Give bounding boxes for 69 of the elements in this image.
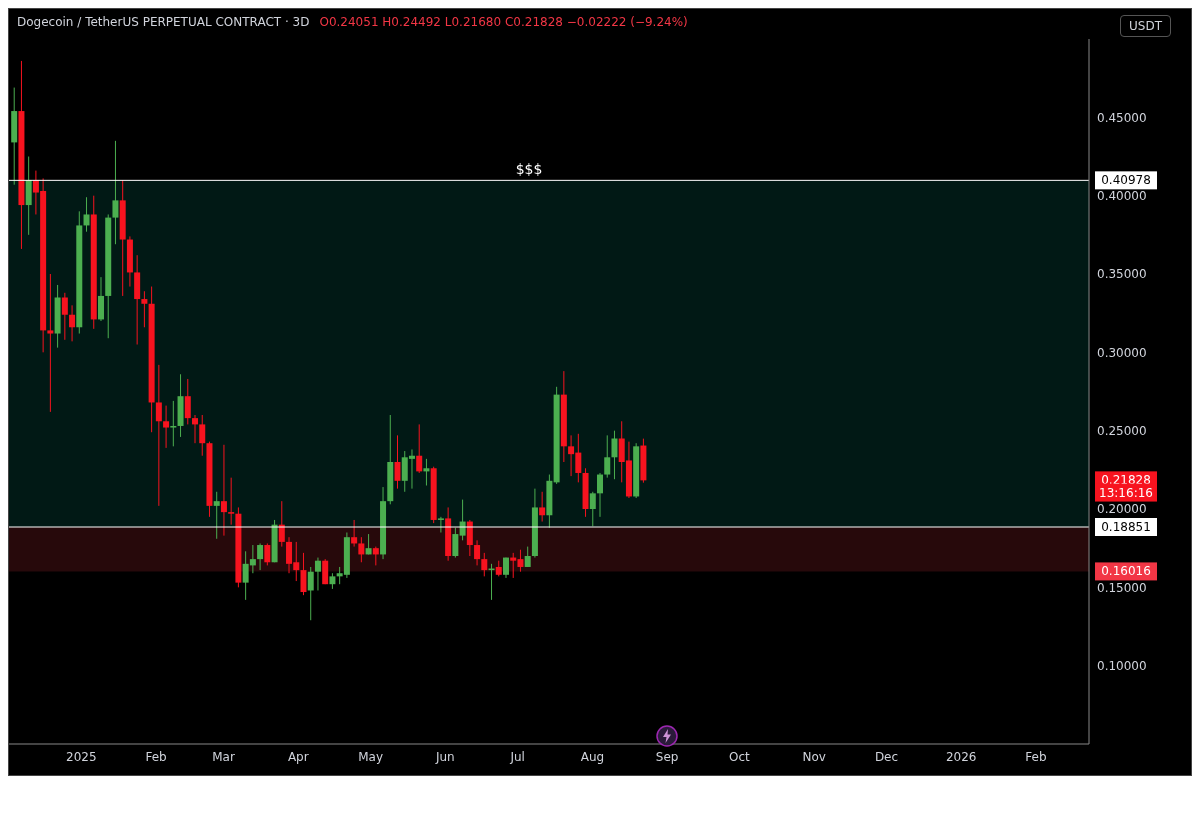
- x-tick-label: 2026: [945, 749, 977, 764]
- x-tick-label: Nov: [802, 749, 826, 764]
- candlestick: [155, 364, 162, 507]
- x-tick-label: Sep: [655, 749, 679, 764]
- x-tick-label: 2025: [66, 749, 97, 764]
- y-tick-label: 0.30000: [1097, 345, 1147, 360]
- chart-subtitle: O0.24051 H0.24492 L0.21680 C0.21828 −0.02222 (−9.24%): [319, 15, 688, 29]
- x-tick-label: Mar: [212, 749, 235, 764]
- annotation: 0.16016: [1101, 564, 1151, 579]
- chart-title: Dogecoin / TetherUS PERPETUAL CONTRACT · 3D: [17, 15, 310, 29]
- candlestick: [481, 552, 488, 577]
- x-tick-label: May: [358, 749, 384, 764]
- x-tick-label: Feb: [1025, 749, 1047, 764]
- y-tick-label: 0.40000: [1097, 188, 1147, 203]
- x-tick-label: Jun: [434, 749, 455, 764]
- x-tick-label: Aug: [580, 749, 605, 764]
- candlestick: [307, 566, 314, 621]
- candlestick: [611, 430, 618, 480]
- candlestick: [314, 557, 321, 591]
- candlestick: [220, 444, 227, 537]
- candlestick: [394, 434, 401, 490]
- candlestick: [452, 527, 459, 559]
- candlestick: [351, 519, 358, 548]
- candlestick: [474, 539, 481, 566]
- candlestick: [300, 552, 307, 596]
- candlestick: [597, 472, 604, 518]
- candlestick: [228, 477, 235, 526]
- candlestick: [437, 516, 444, 533]
- annotation: 0.21828: [1101, 473, 1151, 488]
- candlestick: [416, 423, 423, 474]
- y-tick-label: 0.10000: [1097, 658, 1147, 673]
- y-tick-label: 0.45000: [1097, 110, 1147, 125]
- candlestick: [97, 276, 104, 322]
- candlestick: [61, 292, 68, 341]
- candlestick: [372, 546, 379, 566]
- x-tick-label: Apr: [287, 749, 309, 764]
- candlestick: [539, 491, 546, 523]
- x-tick-label: Dec: [874, 749, 899, 764]
- annotation: 13:16:16: [1099, 485, 1153, 500]
- x-tick-label: Jul: [509, 749, 525, 764]
- y-tick-label: 0.20000: [1097, 502, 1147, 517]
- candlestick: [604, 434, 611, 479]
- candlestick: [264, 542, 271, 566]
- candlestick: [192, 414, 199, 444]
- candlestick: [213, 491, 220, 540]
- y-tick-label: 0.25000: [1097, 423, 1147, 438]
- candlestick: [358, 536, 365, 563]
- candlestick: [69, 304, 76, 342]
- candlestick: [141, 290, 148, 328]
- annotation: 0.40978: [1101, 173, 1151, 188]
- ref-line-label: $$$: [515, 161, 543, 178]
- candlestick: [47, 273, 54, 413]
- annotation: 0.18851: [1101, 520, 1151, 534]
- candlestick: [589, 491, 596, 527]
- text: USDT: [1120, 15, 1171, 37]
- candlestick: [423, 458, 430, 486]
- y-tick-label: 0.35000: [1097, 267, 1147, 282]
- candlestick: [170, 400, 177, 447]
- candlestick: [322, 558, 329, 585]
- x-tick-label: Feb: [145, 749, 167, 764]
- candlestick: [83, 196, 90, 233]
- x-tick-label: Oct: [729, 749, 751, 764]
- candlestick: [112, 140, 119, 245]
- candlestick: [199, 414, 206, 457]
- y-tick-label: 0.15000: [1097, 580, 1147, 595]
- candlestick: [184, 378, 191, 425]
- candlestick: [524, 546, 531, 568]
- candlestick: [257, 542, 264, 571]
- candlestick: [163, 405, 170, 449]
